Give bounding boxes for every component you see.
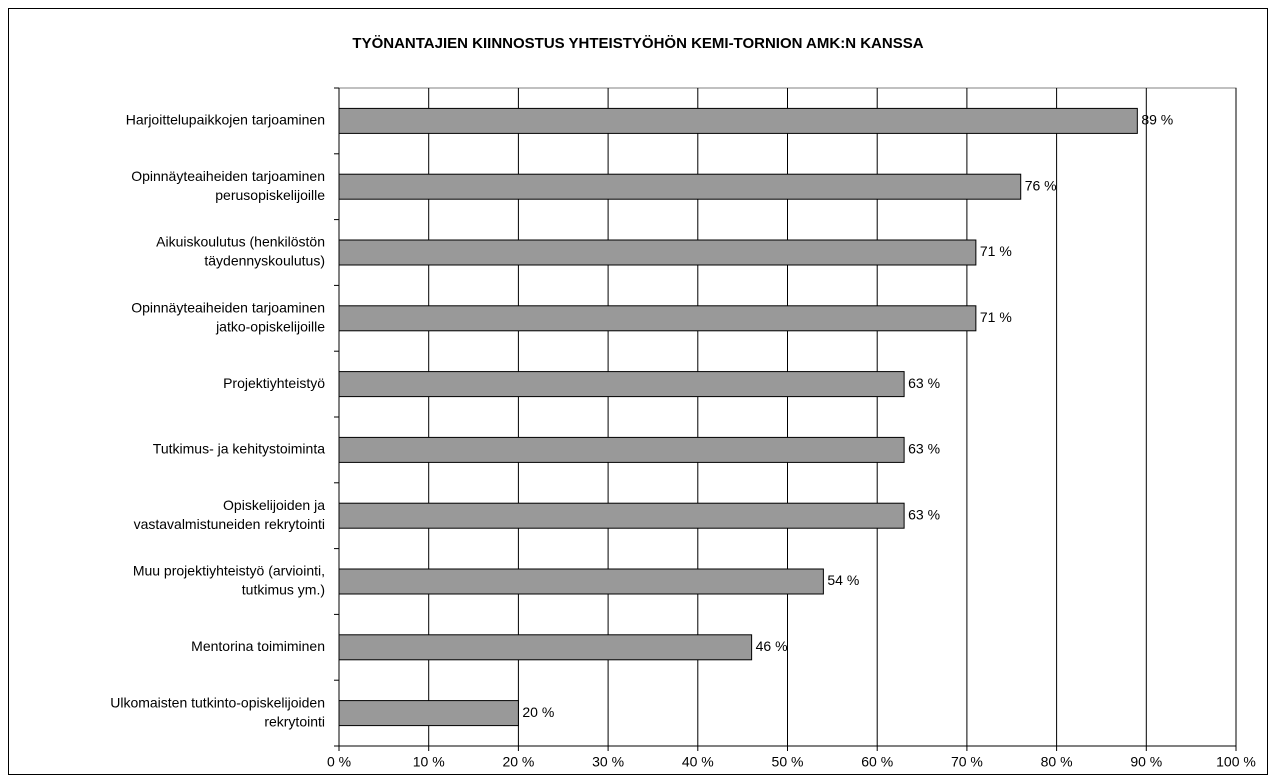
value-label: 89 %: [1141, 112, 1173, 128]
y-tick-label: Mentorina toimiminen: [191, 638, 325, 654]
chart-title: TYÖNANTAJIEN KIINNOSTUS YHTEISTYÖHÖN KEM…: [352, 35, 923, 52]
bar: [338, 305, 977, 332]
bar: [338, 107, 1138, 134]
x-tick-label: 60 %: [861, 754, 893, 770]
value-label: 46 %: [756, 638, 788, 654]
x-tick-label: 100 %: [1216, 754, 1256, 770]
y-tick-label: vastavalmistuneiden rekrytointi: [134, 516, 325, 532]
y-tick-label: Opinnäyteaiheiden tarjoaminen: [131, 300, 325, 316]
value-label: 71 %: [980, 243, 1012, 259]
y-tick-label: Projektiyhteistyö: [223, 375, 325, 391]
y-tick-label: jatko-opiskelijoille: [215, 319, 325, 335]
y-tick-label: Aikuiskoulutus (henkilöstön: [156, 234, 325, 250]
value-label: 20 %: [522, 704, 554, 720]
value-label: 54 %: [827, 572, 859, 588]
bar: [338, 634, 753, 661]
value-label: 71 %: [980, 309, 1012, 325]
y-tick-label: Opinnäyteaiheiden tarjoaminen: [131, 168, 325, 184]
y-tick-label: rekrytointi: [264, 713, 325, 729]
bar: [338, 502, 905, 529]
bar: [338, 173, 1022, 200]
x-tick-label: 50 %: [772, 754, 804, 770]
x-tick-label: 20 %: [502, 754, 534, 770]
x-tick-label: 10 %: [413, 754, 445, 770]
bar: [338, 700, 519, 727]
y-tick-label: Ulkomaisten tutkinto-opiskelijoiden: [110, 694, 325, 710]
x-tick-label: 90 %: [1130, 754, 1162, 770]
y-tick-label: tutkimus ym.): [242, 582, 325, 598]
y-tick-label: Harjoittelupaikkojen tarjoaminen: [126, 112, 325, 128]
x-tick-label: 80 %: [1041, 754, 1073, 770]
y-tick-label: Tutkimus- ja kehitystoiminta: [153, 441, 325, 457]
value-label: 63 %: [908, 441, 940, 457]
y-tick-label: täydennyskoulutus): [204, 253, 325, 269]
bar: [338, 436, 905, 463]
x-tick-label: 30 %: [592, 754, 624, 770]
y-tick-label: Opiskelijoiden ja: [223, 497, 325, 513]
x-tick-label: 0 %: [327, 754, 351, 770]
y-tick-label: perusopiskelijoille: [215, 187, 325, 203]
y-tick-label: Muu projektiyhteistyö (arviointi,: [133, 563, 325, 579]
bar: [338, 371, 905, 398]
x-tick-label: 70 %: [951, 754, 983, 770]
bar: [338, 568, 824, 595]
value-label: 63 %: [908, 375, 940, 391]
x-tick-label: 40 %: [682, 754, 714, 770]
value-label: 76 %: [1025, 177, 1057, 193]
value-label: 63 %: [908, 506, 940, 522]
bar: [338, 239, 977, 266]
